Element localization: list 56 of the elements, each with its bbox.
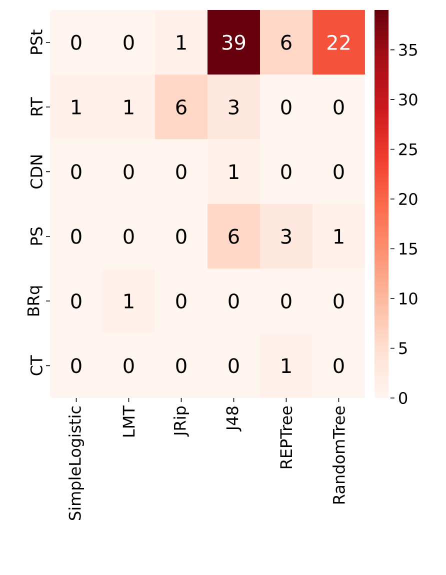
data-label: 6 xyxy=(281,34,292,50)
color-bar-label: 15 xyxy=(400,242,417,255)
data-label: 1 xyxy=(72,100,81,114)
color-bar-label: 25 xyxy=(399,143,417,156)
color-bar-label: 5 xyxy=(399,342,407,354)
x-tick-label: LMT xyxy=(122,405,135,436)
x-tick-label: J48 xyxy=(226,406,242,432)
data-label: 1 xyxy=(124,294,134,308)
data-label: 6 xyxy=(176,99,186,115)
y-tick-label: CDN xyxy=(30,156,42,189)
data-label: 0 xyxy=(281,164,292,180)
data-label: 0 xyxy=(334,358,344,374)
data-label: 0 xyxy=(124,164,134,180)
data-label: 0 xyxy=(281,293,292,309)
data-label: 1 xyxy=(177,35,186,50)
data-label: 6 xyxy=(228,228,239,244)
data-label: 0 xyxy=(71,34,82,50)
x-tick-label: RandomTree xyxy=(332,406,345,504)
y-tick-label: PSt xyxy=(30,30,42,54)
y-tick-label: BRq xyxy=(27,286,42,316)
y-tick-label: RT xyxy=(30,97,42,116)
data-label: 0 xyxy=(71,358,82,374)
data-label: 0 xyxy=(124,358,134,374)
x-tick-label: REPTree xyxy=(280,406,292,468)
data-label: 0 xyxy=(228,293,239,309)
data-label: 0 xyxy=(176,358,186,374)
color-bar-label: 30 xyxy=(399,93,418,106)
data-label: 0 xyxy=(71,228,82,244)
color-bar-label: 35 xyxy=(399,44,417,56)
color-bar-label: 20 xyxy=(399,192,418,206)
y-tick-label: PS xyxy=(30,227,42,245)
color-bar-label: 0 xyxy=(399,392,408,404)
data-label: 0 xyxy=(71,164,82,180)
x-tick-label: SimpleLogistic xyxy=(68,406,84,520)
data-label: 0 xyxy=(124,228,134,244)
data-label: 39 xyxy=(222,34,246,50)
data-label: 1 xyxy=(334,229,344,244)
data-label: 0 xyxy=(334,164,344,180)
data-label: 3 xyxy=(281,228,291,244)
data-label: 0 xyxy=(71,293,82,309)
data-label: 0 xyxy=(124,34,134,50)
x-tick-label: JRip xyxy=(174,406,189,437)
data-label: 1 xyxy=(124,100,134,114)
data-label: 0 xyxy=(334,293,344,309)
data-label: 0 xyxy=(334,99,344,115)
data-label: 1 xyxy=(230,164,238,179)
data-label: 3 xyxy=(228,99,238,115)
color-bar-label: 10 xyxy=(400,292,418,305)
data-label: 0 xyxy=(176,164,186,180)
data-label: 22 xyxy=(327,34,350,50)
data-label: 1 xyxy=(282,358,291,373)
data-label: 0 xyxy=(176,228,186,244)
data-label: 0 xyxy=(176,293,186,309)
data-label: 0 xyxy=(281,99,292,115)
y-tick-label: CT xyxy=(30,355,42,376)
data-label: 0 xyxy=(228,358,239,374)
